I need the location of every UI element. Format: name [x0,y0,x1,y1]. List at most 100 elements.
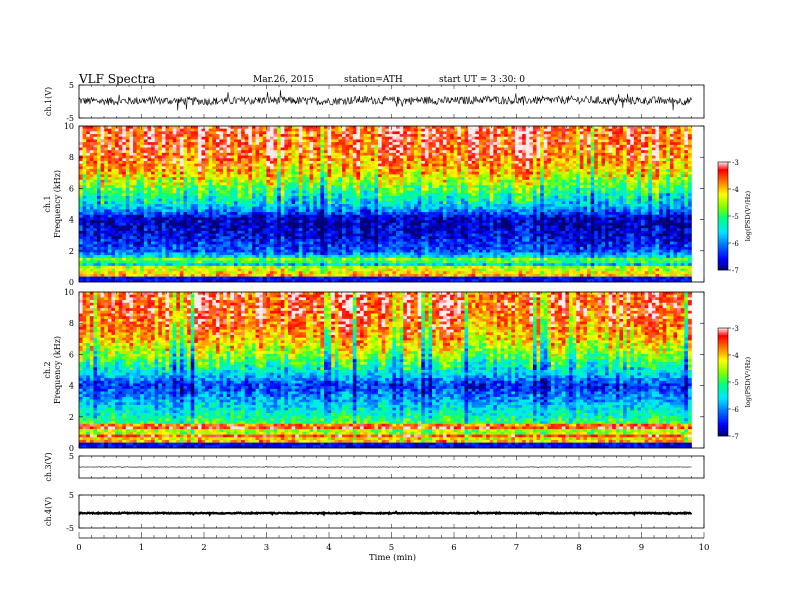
spectrogram-cell [305,190,310,194]
spectrogram-cell [680,152,685,156]
spectrogram-cell [482,174,487,178]
spectrogram-cell [165,195,170,199]
spectrogram-cell [237,150,242,154]
spectrogram-cell [468,166,473,170]
spectrogram-cell [197,131,202,135]
spectrogram-cell [651,158,656,162]
spectrogram-cell [435,177,440,181]
spectrogram-cell [280,160,285,164]
spectrogram-cell [360,190,364,194]
spectrogram-cell [684,169,689,173]
spectrogram-cell [291,155,296,159]
spectrogram-cell [360,182,364,186]
spectrogram-cell [226,139,231,143]
spectrogram-cell [187,144,191,148]
spectrogram-cell [550,155,555,159]
spectrogram-cell [540,171,545,175]
spectrogram-cell [561,177,566,181]
spectrogram-cell [338,201,343,205]
spectrogram-cell [493,171,498,175]
spectrogram-cell [298,190,303,194]
spectrogram-cell [151,179,155,183]
spectrogram-cell [446,171,451,175]
spectrogram-cell [435,171,440,175]
spectrogram-cell [165,201,170,205]
spectrogram-cell [241,169,246,173]
spectrogram-cell [313,152,318,156]
spectrogram-cell [370,182,375,186]
spectrogram-cell [197,134,202,138]
spectrogram-cell [111,198,116,202]
spectrogram-cell [417,174,422,178]
spectrogram-cell [619,144,624,148]
spectrogram-cell [241,150,246,154]
spectrogram-cell [673,150,678,154]
spectrogram-cell [587,198,591,202]
spectrogram-cell [215,160,220,164]
spectrogram-cell [104,193,109,197]
spectrogram-cell [179,166,184,170]
spectrogram-cell [360,177,364,181]
spectrogram-cell [619,160,624,164]
spectrogram-cell [435,190,440,194]
spectrogram-cell [590,169,595,173]
spectrogram-cell [504,147,509,151]
spectrogram-cell [147,169,152,173]
spectrogram-cell [572,128,577,132]
spectrogram-cell [277,190,282,194]
spectrogram-cell [334,128,339,132]
spectrogram-cell [197,171,202,175]
spectrogram-cell [406,182,411,186]
spectrogram-cell [345,139,350,143]
spectrogram-cell [673,155,678,159]
spectrogram-cell [280,187,285,191]
spectrogram-cell [313,150,318,154]
spectrogram-cell [320,201,325,205]
spectrogram-cell [334,166,339,170]
spectrogram-cell [471,155,476,159]
spectrogram-cell [129,187,134,191]
spectrogram-cell [587,131,591,135]
spectrogram-cell [223,142,228,146]
spectrogram-cell [136,139,141,143]
spectrogram-cell [399,152,404,156]
spectrogram-cell [118,139,123,143]
spectrogram-cell [197,136,202,140]
spectrogram-cell [179,158,184,162]
spectrogram-cell [507,126,512,129]
spectrogram-cell [496,142,501,146]
spectrogram-cell [338,169,343,173]
spectrogram-cell [176,131,181,135]
spectrogram-cell [169,150,173,154]
spectrogram-cell [342,187,346,191]
spectrogram-cell [680,142,685,146]
spectrogram-cell [417,160,422,164]
spectrogram-cell [187,139,191,143]
spectrogram-cell [529,195,534,199]
spectrogram-cell [659,193,663,197]
spectrogram-cell [107,158,112,162]
spectrogram-cell [367,179,372,183]
spectrogram-cell [280,136,285,140]
spectrogram-cell [208,171,213,175]
spectrogram-cell [421,190,426,194]
spectrogram-cell [201,190,206,194]
spectrogram-cell [125,190,130,194]
spectrogram-cell [298,169,303,173]
spectrogram-cell [79,134,83,138]
spectrogram-cell [637,142,642,146]
spectrogram-cell [518,190,523,194]
spectrogram-cell [208,136,213,140]
spectrogram-cell [255,174,260,178]
spectrogram-cell [331,139,336,143]
spectrogram-cell [313,169,318,173]
spectrogram-cell [435,174,440,178]
spectrogram-cell [633,195,638,199]
spectrogram-cell [104,142,109,146]
spectrogram-cell [381,128,386,132]
spectrogram-cell [151,198,155,202]
spectrogram-cell [324,201,328,205]
spectrogram-cell [641,190,645,194]
spectrogram-cell [244,147,249,151]
spectrogram-cell [183,169,188,173]
